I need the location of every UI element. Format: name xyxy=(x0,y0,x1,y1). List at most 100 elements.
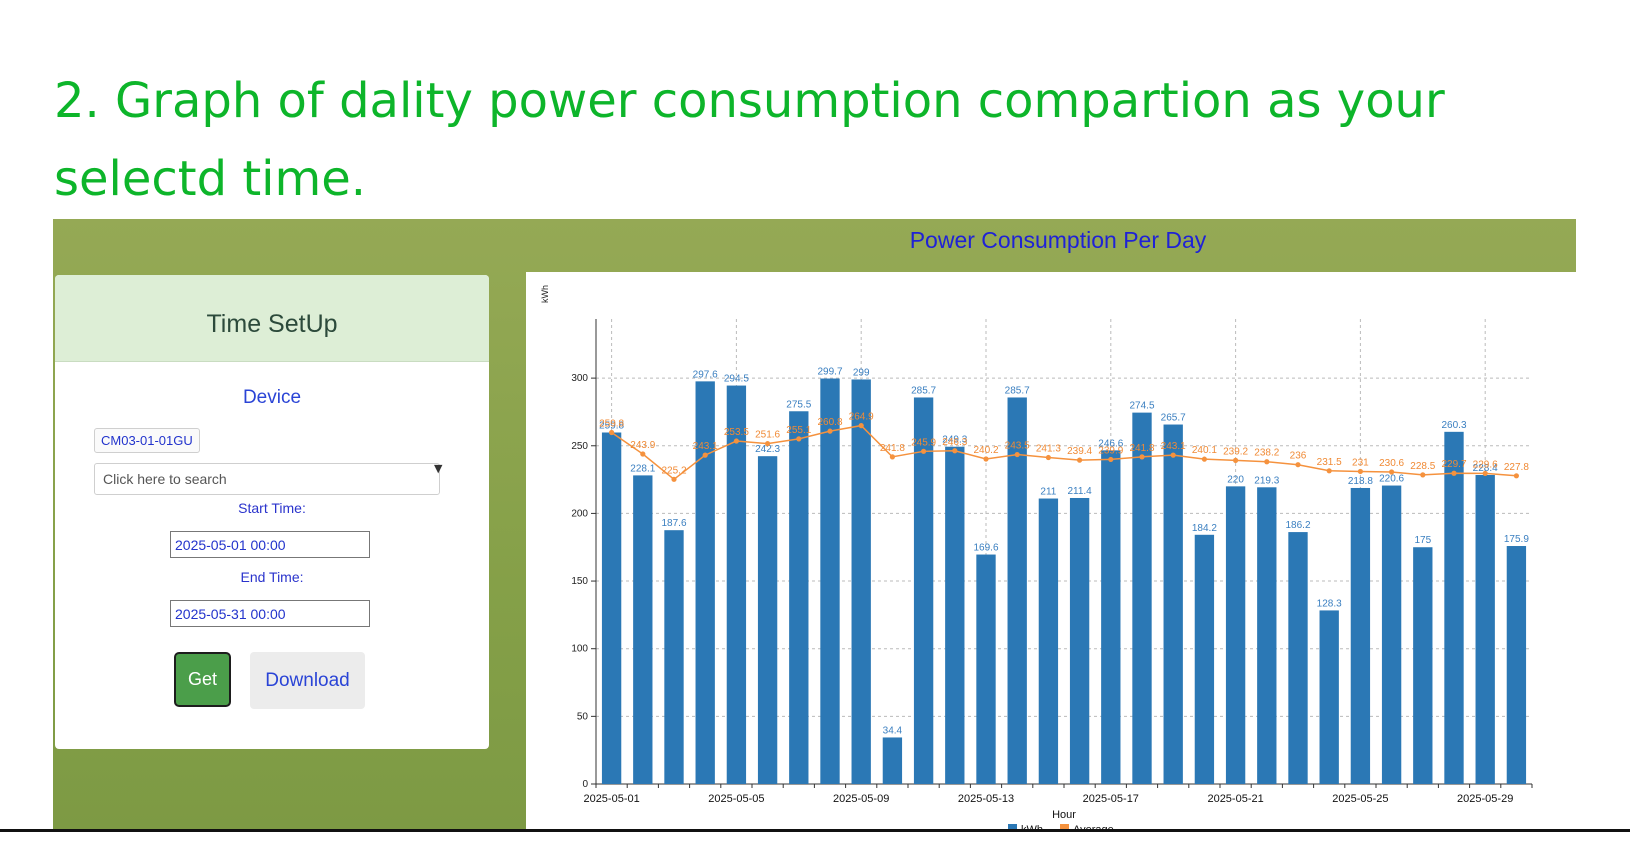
bar-value-label: 228.1 xyxy=(630,463,655,474)
bar-value-label: 299.7 xyxy=(817,367,842,378)
bar-2025-05-05 xyxy=(726,385,747,784)
bar-2025-05-30 xyxy=(1506,546,1527,784)
bottom-rule xyxy=(0,829,1630,832)
average-point xyxy=(858,423,864,429)
bar-value-label: 218.8 xyxy=(1348,476,1373,487)
bar-value-label: 246.6 xyxy=(1098,438,1123,449)
average-value-label: 241.8 xyxy=(880,443,905,454)
bar-value-label: 297.6 xyxy=(693,369,718,380)
end-time-input[interactable] xyxy=(170,600,370,627)
time-setup-title: Time SetUp xyxy=(55,275,489,362)
average-value-label: 238.2 xyxy=(1254,448,1279,459)
average-point xyxy=(921,448,927,454)
x-axis-label: Hour xyxy=(1052,809,1076,821)
average-value-label: 227.8 xyxy=(1504,462,1529,473)
bar-2025-05-21 xyxy=(1225,486,1246,784)
bar-value-label: 285.7 xyxy=(911,385,936,396)
average-point xyxy=(1108,456,1114,463)
start-time-input[interactable] xyxy=(170,531,370,558)
average-point xyxy=(1045,454,1051,461)
bar-value-label: 265.7 xyxy=(1161,413,1186,424)
average-point xyxy=(1014,451,1020,458)
bar-2025-05-03 xyxy=(664,530,684,784)
bar-value-label: 187.6 xyxy=(661,518,686,529)
x-tick-label: 2025-05-25 xyxy=(1332,793,1388,805)
bar-2025-05-28 xyxy=(1444,431,1464,784)
bar-2025-05-01 xyxy=(601,432,622,784)
average-value-label: 239.4 xyxy=(1067,446,1092,457)
average-value-label: 239.9 xyxy=(1098,445,1123,456)
bar-value-label: 275.5 xyxy=(786,399,811,410)
bar-value-label: 242.3 xyxy=(755,444,780,455)
average-value-label: 225.2 xyxy=(661,465,686,476)
legend-swatch-kwh xyxy=(1008,824,1017,833)
average-value-label: 236 xyxy=(1290,451,1307,462)
average-value-label: 255.1 xyxy=(786,425,811,436)
average-value-label: 229.7 xyxy=(1441,459,1466,470)
y-tick-label: 0 xyxy=(582,779,588,790)
average-point xyxy=(1295,462,1301,468)
average-point xyxy=(889,454,895,460)
bar-value-label: 299 xyxy=(853,367,870,378)
average-point xyxy=(671,476,677,482)
bar-value-label: 184.2 xyxy=(1192,523,1217,534)
bar-value-label: 211 xyxy=(1040,487,1056,498)
x-tick-label: 2025-05-01 xyxy=(583,793,639,805)
chart-area: 0 50 100 150 200 250 300 2025-05-01 2025-05-05 20… xyxy=(526,272,1576,836)
device-tag[interactable]: CM03-01-01GU xyxy=(94,428,200,453)
bar-2025-05-06 xyxy=(757,456,778,784)
bar-2025-05-19 xyxy=(1163,424,1183,784)
bar-2025-05-09 xyxy=(851,379,871,784)
bar-value-label: 219.3 xyxy=(1254,475,1279,486)
x-tick-label: 2025-05-21 xyxy=(1207,793,1263,805)
bar-value-label: 128.3 xyxy=(1317,598,1342,609)
x-tick-label: 2025-05-17 xyxy=(1083,793,1139,805)
bar-2025-05-26 xyxy=(1381,485,1402,784)
average-point xyxy=(640,451,646,457)
average-point xyxy=(1201,456,1207,462)
average-value-label: 264.9 xyxy=(849,412,874,423)
bar-value-label: 34.4 xyxy=(883,725,903,736)
average-point xyxy=(1513,473,1519,479)
average-value-label: 251.6 xyxy=(755,430,780,441)
bar-2025-05-29 xyxy=(1475,474,1495,784)
average-point xyxy=(1233,457,1239,463)
average-value-label: 231 xyxy=(1352,457,1369,468)
average-point xyxy=(609,429,615,436)
dropdown-caret-icon[interactable]: ▼ xyxy=(434,462,443,475)
y-tick-label: 300 xyxy=(571,373,588,384)
download-button[interactable]: Download xyxy=(250,652,365,709)
legend-swatch-average xyxy=(1060,824,1069,833)
average-point xyxy=(733,438,739,444)
y-tick-label: 250 xyxy=(571,441,588,452)
page-heading: 2. Graph of dality power consumption com… xyxy=(54,73,1445,207)
get-button[interactable]: Get xyxy=(174,652,231,707)
bar-value-label: 259.8 xyxy=(599,421,624,432)
x-tick-label: 2025-05-13 xyxy=(958,793,1014,805)
bar-value-label: 228.4 xyxy=(1473,463,1498,474)
bar-2025-05-07 xyxy=(789,411,809,784)
time-setup-card: Time SetUp Device CM03-01-01GU ▼ Start T… xyxy=(55,275,489,749)
bar-value-label: 169.6 xyxy=(973,543,998,554)
average-point xyxy=(1420,472,1426,478)
average-value-label: 230.6 xyxy=(1379,458,1404,469)
y-tick-label: 100 xyxy=(571,644,588,655)
average-point xyxy=(1357,468,1363,475)
bar-2025-05-27 xyxy=(1413,547,1433,784)
average-value-label: 260.8 xyxy=(817,417,842,428)
bar-2025-05-14 xyxy=(1007,397,1027,784)
bar-2025-05-12 xyxy=(945,446,965,784)
start-time-label: Start Time: xyxy=(238,500,306,516)
bar-2025-05-24 xyxy=(1319,610,1339,784)
bar-2025-05-16 xyxy=(1069,497,1090,784)
average-value-label: 245.9 xyxy=(911,437,936,448)
average-value-label: 241.8 xyxy=(1129,443,1154,454)
average-value-label: 239.2 xyxy=(1223,446,1248,457)
bar-2025-05-04 xyxy=(695,381,715,784)
bar-2025-05-18 xyxy=(1132,412,1152,784)
average-point xyxy=(702,452,708,458)
device-label: Device xyxy=(242,387,302,408)
device-search-input[interactable] xyxy=(94,463,440,495)
average-point xyxy=(1389,469,1395,475)
y-axis-label: kWh xyxy=(540,285,550,303)
